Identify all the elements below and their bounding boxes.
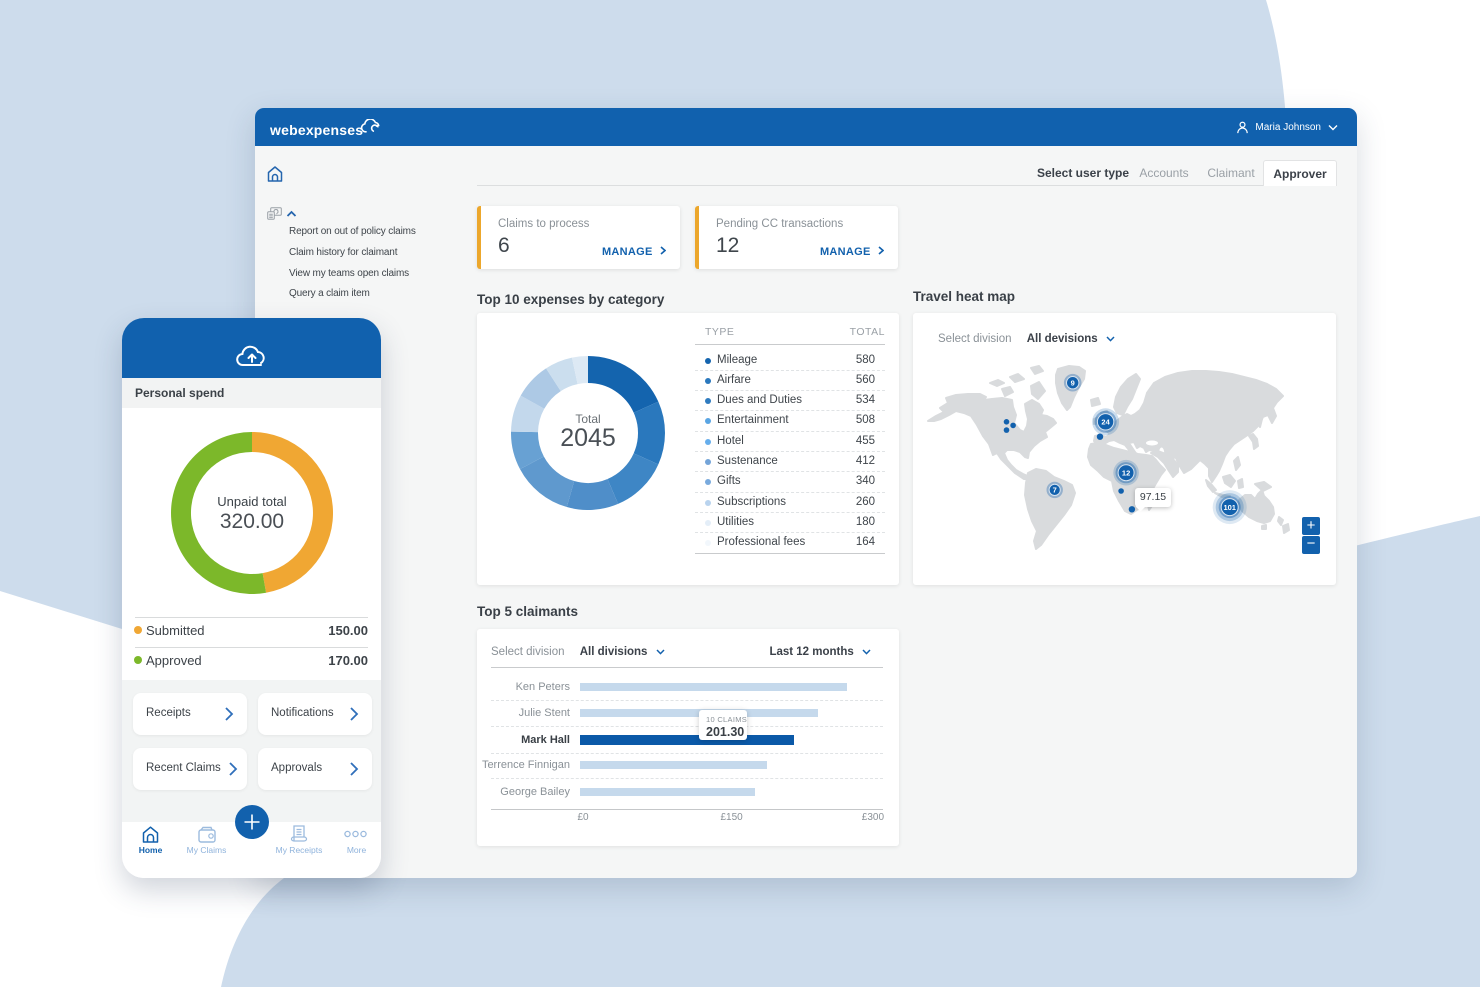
svg-text:101: 101 xyxy=(1223,503,1236,512)
svg-text:7: 7 xyxy=(1053,486,1057,495)
svg-text:12: 12 xyxy=(1122,468,1130,477)
svg-text:24: 24 xyxy=(1101,418,1110,427)
svg-text:9: 9 xyxy=(1071,378,1075,387)
